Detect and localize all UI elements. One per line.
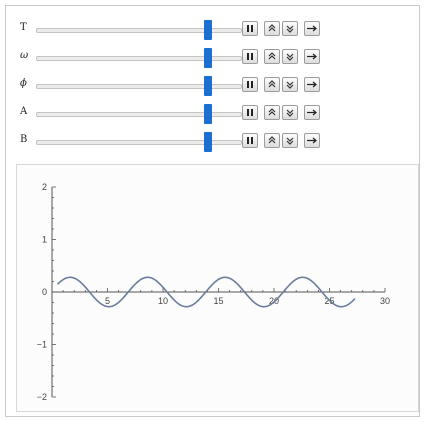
slider-track[interactable] (36, 48, 242, 68)
slower-button[interactable] (282, 77, 298, 92)
slower-button[interactable] (282, 105, 298, 120)
plot-frame: −2 −1 0 1 2 5 10 15 20 25 30 (16, 164, 419, 412)
control-row: ω (6, 43, 419, 71)
control-row: T (6, 15, 419, 43)
pause-button[interactable] (242, 77, 258, 92)
control-label: B (20, 134, 28, 145)
direction-button[interactable] (304, 21, 320, 36)
x-tick-label: 30 (380, 296, 390, 306)
y-tick-label: −1 (37, 340, 47, 350)
faster-button[interactable] (264, 49, 280, 64)
faster-button[interactable] (264, 105, 280, 120)
y-tick-label: 2 (42, 182, 47, 192)
control-label: A (20, 106, 28, 117)
slower-button[interactable] (282, 133, 298, 148)
direction-button[interactable] (304, 105, 320, 120)
pause-button[interactable] (242, 21, 258, 36)
direction-button[interactable] (304, 133, 320, 148)
slower-button[interactable] (282, 21, 298, 36)
slider-thumb[interactable] (204, 76, 213, 96)
x-tick-label: 5 (105, 296, 110, 306)
control-label: T (20, 22, 27, 33)
x-tick-label: 10 (158, 296, 168, 306)
slider-thumb[interactable] (204, 20, 213, 40)
direction-button[interactable] (304, 49, 320, 64)
slider-thumb[interactable] (204, 132, 213, 152)
y-tick-label: 0 (42, 287, 47, 297)
control-label: ω (20, 50, 29, 61)
slider-track[interactable] (36, 132, 242, 152)
x-tick-label: 15 (213, 296, 223, 306)
direction-button[interactable] (304, 77, 320, 92)
faster-button[interactable] (264, 77, 280, 92)
y-tick-label: −2 (37, 392, 47, 402)
slower-button[interactable] (282, 49, 298, 64)
pause-button[interactable] (242, 49, 258, 64)
slider-track[interactable] (36, 104, 242, 124)
slider-track[interactable] (36, 20, 242, 40)
control-row: A (6, 99, 419, 127)
control-row: B (6, 127, 419, 155)
slider-track[interactable] (36, 76, 242, 96)
slider-thumb[interactable] (204, 48, 213, 68)
control-row: ϕ (6, 71, 419, 99)
y-tick-label: 1 (42, 235, 47, 245)
faster-button[interactable] (264, 133, 280, 148)
control-label: ϕ (20, 78, 27, 89)
pause-button[interactable] (242, 133, 258, 148)
faster-button[interactable] (264, 21, 280, 36)
slider-thumb[interactable] (204, 104, 213, 124)
pause-button[interactable] (242, 105, 258, 120)
sine-curve (56, 276, 356, 308)
